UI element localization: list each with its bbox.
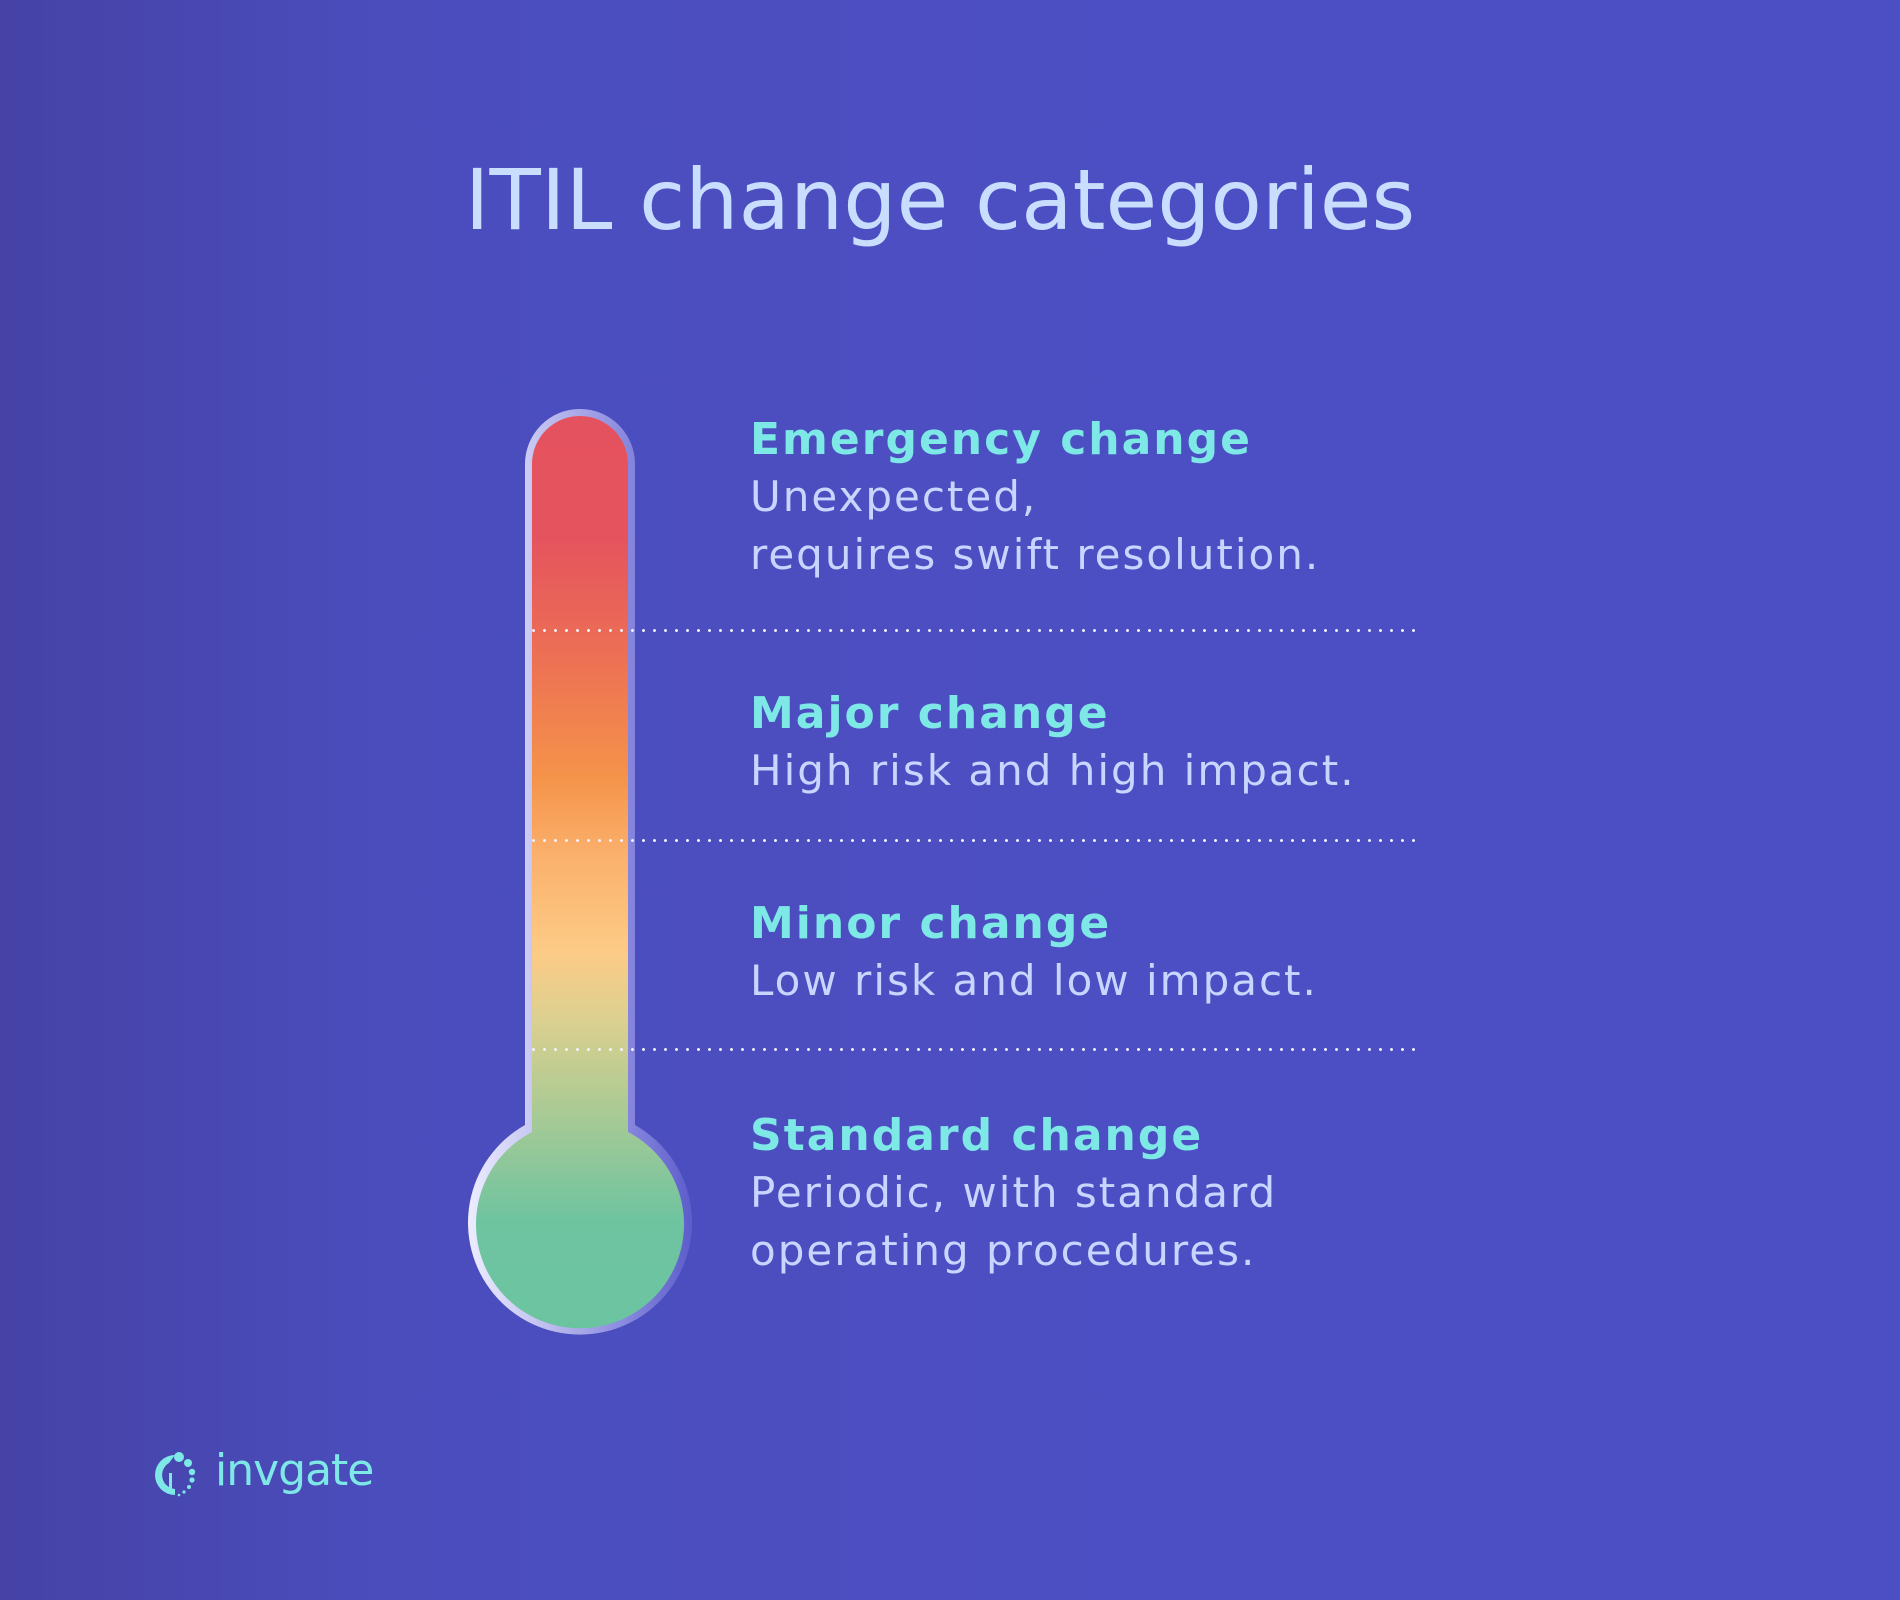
category-major: Major change High risk and high impact. [750, 686, 1450, 800]
category-standard: Standard change Periodic, with standard … [750, 1108, 1450, 1280]
divider [528, 839, 1422, 842]
category-minor: Minor change Low risk and low impact. [750, 896, 1450, 1010]
page-title: ITIL change categories [464, 151, 1416, 249]
brand-logo: invgate [155, 1446, 374, 1500]
category-emergency: Emergency change Unexpected, requires sw… [750, 412, 1450, 584]
category-heading: Major change [750, 688, 1110, 739]
invgate-logo-icon [155, 1452, 196, 1497]
category-heading: Minor change [750, 898, 1112, 949]
logo-text: invgate [215, 1445, 374, 1496]
category-description: Periodic, with standard operating proced… [750, 1168, 1278, 1275]
category-description: Low risk and low impact. [750, 956, 1318, 1005]
category-description: Unexpected, requires swift resolution. [750, 472, 1321, 579]
divider [528, 1048, 1422, 1051]
category-heading: Emergency change [750, 414, 1252, 465]
category-heading: Standard change [750, 1110, 1204, 1161]
category-description: High risk and high impact. [750, 746, 1356, 795]
divider [528, 629, 1422, 632]
